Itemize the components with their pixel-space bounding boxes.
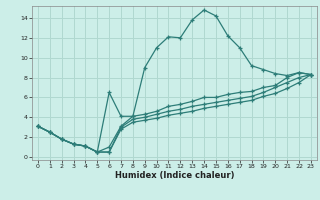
X-axis label: Humidex (Indice chaleur): Humidex (Indice chaleur) bbox=[115, 171, 234, 180]
